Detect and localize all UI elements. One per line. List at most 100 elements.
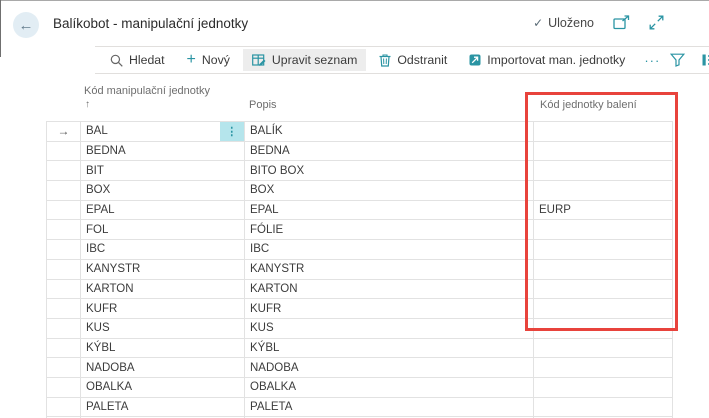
row-selector[interactable]: [46, 357, 81, 378]
cell-pack[interactable]: [533, 416, 673, 418]
cell-pack[interactable]: [533, 121, 673, 142]
cell-context-menu[interactable]: [219, 318, 245, 339]
cell-code[interactable]: KUS: [80, 318, 220, 339]
column-header-desc[interactable]: Popis: [249, 99, 277, 111]
cell-desc[interactable]: PALETA: [244, 397, 534, 418]
cell-desc[interactable]: KUS: [244, 318, 534, 339]
choose-columns-icon[interactable]: [702, 54, 709, 66]
row-selector[interactable]: [46, 298, 81, 319]
cell-pack[interactable]: [533, 338, 673, 359]
cell-code[interactable]: KUFR: [80, 298, 220, 319]
cell-desc[interactable]: KANYSTR: [244, 259, 534, 280]
table-row[interactable]: FOL FÓLIE: [46, 219, 673, 241]
cell-pack[interactable]: [533, 160, 673, 182]
cell-pack[interactable]: [533, 279, 673, 300]
cell-desc[interactable]: [244, 416, 534, 418]
table-row[interactable]: KUS KUS: [46, 318, 673, 339]
import-units-button[interactable]: Importovat man. jednotky: [460, 49, 634, 71]
row-selector[interactable]: [46, 338, 81, 359]
table-row[interactable]: EPAL EPAL EURP: [46, 200, 673, 221]
cell-code[interactable]: BEDNA: [80, 141, 220, 162]
cell-pack[interactable]: [533, 219, 673, 241]
table-row[interactable]: NADOBA NADOBA: [46, 357, 673, 378]
cell-desc[interactable]: BITO BOX: [244, 160, 534, 182]
cell-context-menu[interactable]: [219, 357, 245, 378]
cell-pack[interactable]: [533, 357, 673, 378]
row-selector[interactable]: [46, 219, 81, 241]
row-selector[interactable]: [46, 397, 81, 418]
cell-context-menu[interactable]: [219, 416, 245, 418]
cell-pack[interactable]: [533, 397, 673, 418]
cell-code[interactable]: FOL: [80, 219, 220, 241]
cell-code[interactable]: BIT: [80, 160, 220, 182]
cell-code[interactable]: EPAL: [80, 200, 220, 221]
open-in-new-window-icon[interactable]: [613, 15, 630, 30]
cell-pack[interactable]: [533, 180, 673, 201]
cell-desc[interactable]: FÓLIE: [244, 219, 534, 241]
table-row[interactable]: KARTON KARTON: [46, 279, 673, 300]
cell-context-menu[interactable]: [219, 219, 245, 241]
table-row[interactable]: KANYSTR KANYSTR: [46, 259, 673, 280]
cell-context-menu[interactable]: [219, 239, 245, 260]
table-row[interactable]: OBALKA OBALKA: [46, 377, 673, 398]
cell-context-menu[interactable]: [219, 141, 245, 162]
cell-desc[interactable]: IBC: [244, 239, 534, 260]
cell-context-menu[interactable]: [219, 298, 245, 319]
cell-context-menu[interactable]: [219, 279, 245, 300]
expand-icon[interactable]: [649, 15, 664, 30]
cell-pack[interactable]: [533, 298, 673, 319]
row-selector[interactable]: [46, 318, 81, 339]
cell-code[interactable]: KÝBL: [80, 338, 220, 359]
cell-code[interactable]: [80, 416, 220, 418]
table-row[interactable]: BEDNA BEDNA: [46, 141, 673, 162]
filter-icon[interactable]: [670, 53, 686, 67]
cell-code[interactable]: PALETA: [80, 397, 220, 418]
table-row[interactable]: KUFR KUFR: [46, 298, 673, 319]
row-selector[interactable]: [46, 377, 81, 398]
delete-button[interactable]: Odstranit: [370, 49, 456, 71]
column-header-pack[interactable]: Kód jednotky balení: [540, 99, 637, 111]
cell-desc[interactable]: BEDNA: [244, 141, 534, 162]
table-row[interactable]: IBC IBC: [46, 239, 673, 260]
cell-code[interactable]: BOX: [80, 180, 220, 201]
cell-desc[interactable]: OBALKA: [244, 377, 534, 398]
row-selector[interactable]: [46, 200, 81, 221]
active-row-indicator[interactable]: →: [46, 121, 81, 142]
more-options-button[interactable]: ···: [644, 52, 661, 68]
cell-context-menu[interactable]: [219, 377, 245, 398]
table-row[interactable]: KÝBL KÝBL: [46, 338, 673, 359]
column-header-code[interactable]: Kód manipulační jednotky: [84, 85, 210, 97]
cell-desc[interactable]: BALÍK: [244, 121, 534, 142]
cell-desc[interactable]: NADOBA: [244, 357, 534, 378]
table-row[interactable]: BOX BOX: [46, 180, 673, 201]
row-selector[interactable]: [46, 239, 81, 260]
cell-pack[interactable]: [533, 318, 673, 339]
table-row[interactable]: → BAL ⋮ BALÍK: [46, 121, 673, 142]
row-selector[interactable]: [46, 259, 81, 280]
cell-context-menu[interactable]: ⋮: [219, 121, 245, 142]
cell-pack[interactable]: [533, 377, 673, 398]
cell-pack[interactable]: EURP: [533, 200, 673, 221]
cell-desc[interactable]: KARTON: [244, 279, 534, 300]
table-row[interactable]: PALETA PALETA: [46, 397, 673, 418]
new-button[interactable]: + Nový: [178, 49, 239, 71]
cell-code[interactable]: OBALKA: [80, 377, 220, 398]
row-selector[interactable]: [46, 279, 81, 300]
cell-code[interactable]: KANYSTR: [80, 259, 220, 280]
table-row-partial[interactable]: [46, 416, 673, 418]
row-selector[interactable]: [46, 160, 81, 182]
cell-context-menu[interactable]: [219, 259, 245, 280]
cell-code[interactable]: NADOBA: [80, 357, 220, 378]
cell-code[interactable]: IBC: [80, 239, 220, 260]
cell-pack[interactable]: [533, 259, 673, 280]
cell-context-menu[interactable]: [219, 200, 245, 221]
cell-pack[interactable]: [533, 141, 673, 162]
row-selector[interactable]: [46, 416, 81, 418]
cell-desc[interactable]: KUFR: [244, 298, 534, 319]
cell-code[interactable]: BAL: [80, 121, 220, 142]
cell-context-menu[interactable]: [219, 397, 245, 418]
row-selector[interactable]: [46, 180, 81, 201]
search-button[interactable]: Hledat: [101, 49, 174, 71]
back-button[interactable]: ←: [13, 12, 39, 38]
cell-context-menu[interactable]: [219, 338, 245, 359]
